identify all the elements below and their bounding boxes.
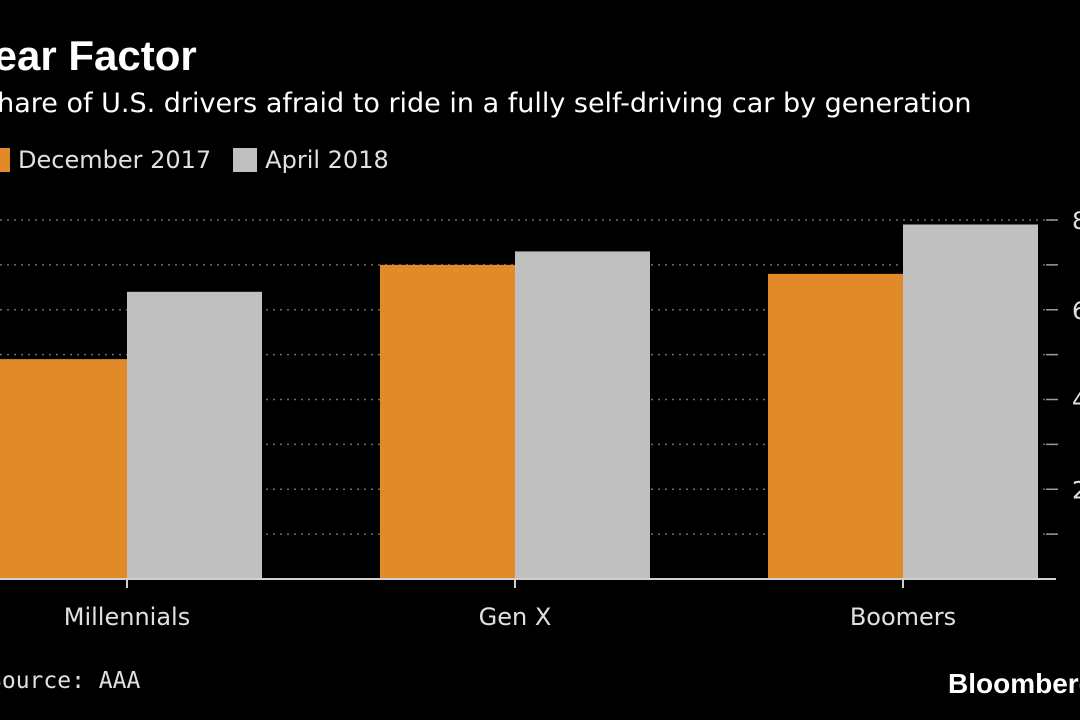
y-tick-label: 40 xyxy=(1072,387,1080,415)
legend-label-december-2017: December 2017 xyxy=(18,146,212,174)
y-tick-label: 60 xyxy=(1072,297,1080,325)
bar-boomers-april-2018 xyxy=(903,224,1038,580)
bar-gen-x-december-2017 xyxy=(380,264,515,579)
bar-millennials-december-2017 xyxy=(0,359,127,579)
chart-subtitle: Share of U.S. drivers afraid to ride in … xyxy=(0,88,972,119)
bar-gen-x-april-2018 xyxy=(515,251,650,579)
legend-item-april-2018: April 2018 xyxy=(233,146,389,174)
legend-item-december-2017: December 2017 xyxy=(0,146,211,174)
x-tick-label: Millennials xyxy=(64,603,190,631)
x-tick-label: Gen X xyxy=(479,603,552,631)
legend-label-april-2018: April 2018 xyxy=(265,146,389,174)
legend: December 2017 April 2018 xyxy=(0,144,411,176)
x-tick-label: Boomers xyxy=(850,603,956,631)
bar-boomers-december-2017 xyxy=(768,273,903,579)
legend-swatch-december-2017 xyxy=(0,148,10,172)
y-tick-label: 80 xyxy=(1072,207,1080,235)
bloomberg-logo: Bloomberg xyxy=(948,668,1080,699)
chart-title: Fear Factor xyxy=(0,32,197,79)
bar-millennials-april-2018 xyxy=(127,291,262,579)
source-note: Source: AAA xyxy=(0,668,141,694)
legend-swatch-april-2018 xyxy=(233,148,258,172)
y-tick-label: 20 xyxy=(1072,476,1080,504)
